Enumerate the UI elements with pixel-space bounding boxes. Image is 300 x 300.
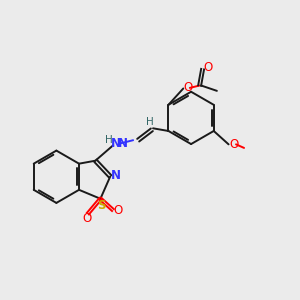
Text: O: O	[114, 203, 123, 217]
Text: O: O	[203, 61, 213, 74]
Text: O: O	[229, 138, 239, 151]
Text: O: O	[183, 81, 193, 94]
Text: N: N	[111, 137, 121, 150]
Text: H: H	[105, 135, 112, 145]
Text: H: H	[146, 117, 154, 127]
Text: N: N	[118, 137, 128, 150]
Text: N: N	[111, 169, 121, 182]
Text: O: O	[83, 212, 92, 226]
Text: S: S	[97, 199, 105, 212]
